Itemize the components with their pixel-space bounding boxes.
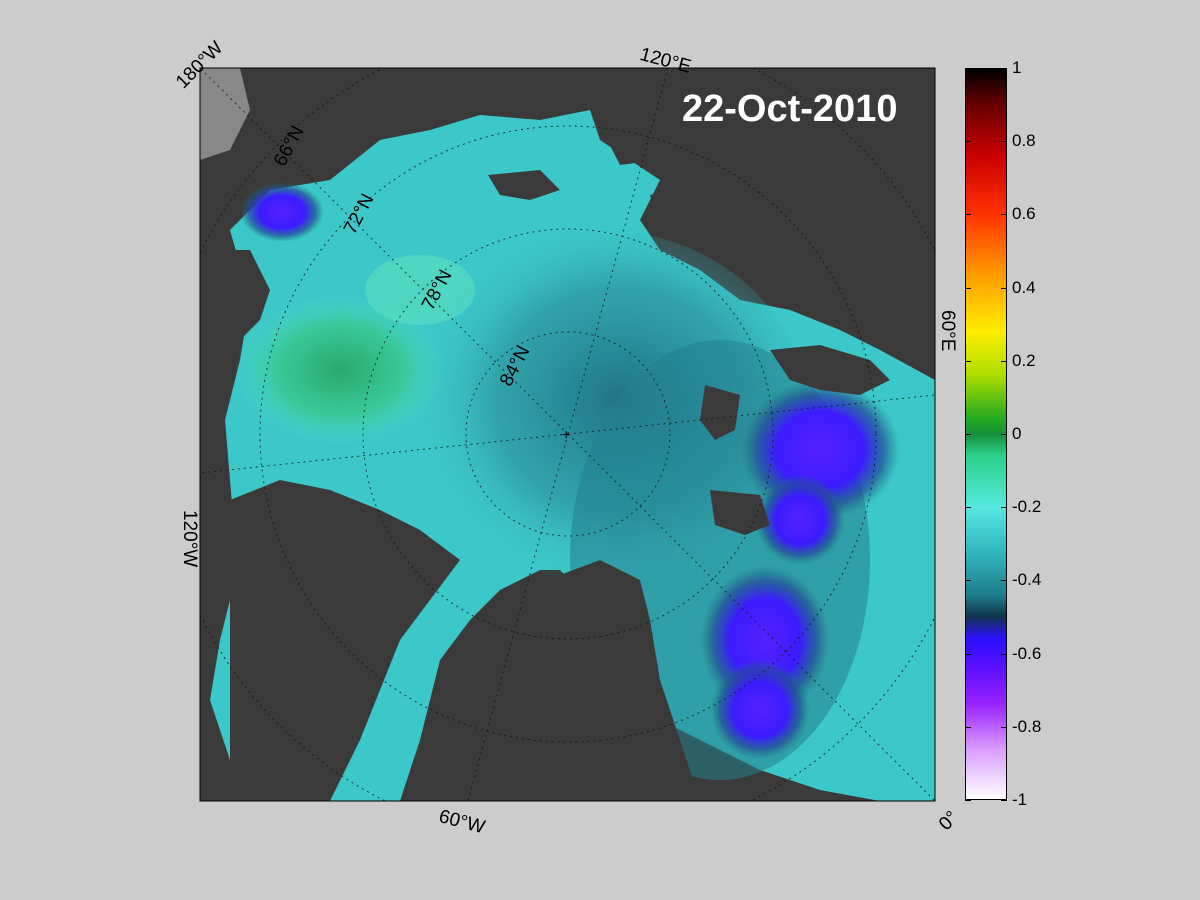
siberia (650, 130, 935, 360)
svalbard (700, 385, 740, 440)
negative-anomaly-chukchi (240, 182, 324, 242)
greenland (480, 560, 700, 801)
colorbar-tick-label: -1 (1012, 790, 1028, 809)
colorbar-tick-mark (965, 800, 971, 801)
colorbar-tick-mark (965, 726, 971, 728)
colorbar-tick-mark (1001, 653, 1007, 655)
map-border (199, 67, 936, 802)
colorbar-tick-label: -0.2 (1012, 497, 1042, 517)
colorbar-tick-mark (965, 507, 971, 509)
colorbar-tick-mark (965, 287, 971, 289)
graticule (200, 68, 935, 801)
lon-label-60e: 60°E (937, 310, 958, 352)
colorbar-tick-mark (965, 434, 971, 435)
colorbar-tick-mark (1001, 434, 1007, 435)
colorbar-tick-mark (1001, 214, 1007, 216)
colorbar-tick-mark (1001, 507, 1007, 509)
colorbar-tick-mark (1001, 800, 1007, 801)
lon-label-120w: 120°W (179, 510, 200, 568)
colorbar-tick-label: -0.6 (1012, 643, 1042, 663)
canadian-archipelago (230, 480, 460, 801)
colorbar-tick-mark (965, 360, 971, 362)
colorbar-tick-mark (1001, 580, 1007, 582)
colorbar-tick-label: 0.4 (1012, 277, 1036, 297)
positive-anomaly-region (235, 295, 445, 445)
colorbar-tick-label: 0.2 (1012, 350, 1036, 370)
franz-josef (710, 490, 770, 535)
colorbar-tick-label: 0.8 (1012, 131, 1036, 151)
chukotka (200, 250, 270, 370)
colorbar-tick-label: 1 (1012, 58, 1022, 77)
novaya-zemlya (770, 345, 890, 395)
colorbar-tick-mark (965, 580, 971, 582)
colorbar-tick-label: -0.8 (1012, 716, 1042, 736)
colorbar-tick-label: 0.6 (1012, 204, 1036, 224)
colorbar-tick-mark (965, 68, 971, 69)
pole-marker: + (562, 426, 570, 442)
colorbar-tick-label: -0.4 (1012, 570, 1042, 590)
colorbar-tick-mark (965, 141, 971, 143)
colorbar-tick-mark (1001, 287, 1007, 289)
colorbar-tick-mark (1001, 726, 1007, 728)
colorbar-tick-mark (965, 653, 971, 655)
colorbar-tick-mark (1001, 360, 1007, 362)
colorbar-tick-mark (1001, 68, 1007, 69)
colorbar-tick-mark (1001, 141, 1007, 143)
colorbar-tick-mark (965, 214, 971, 216)
colorbar-tick-label: 0 (1012, 424, 1022, 443)
map-date-title: 22-Oct-2010 (682, 88, 898, 130)
map-area (200, 68, 935, 801)
